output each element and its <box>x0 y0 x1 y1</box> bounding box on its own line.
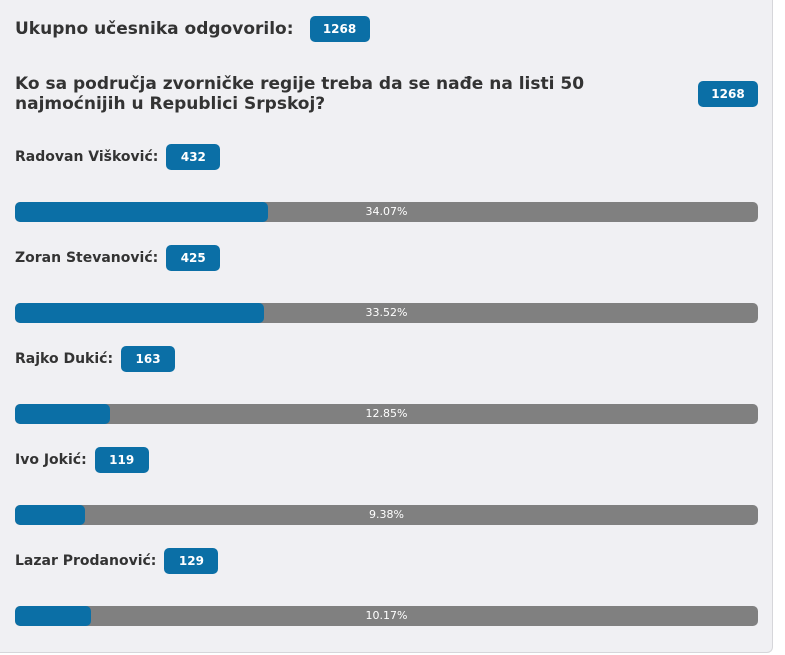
progress-track: 10.17% <box>15 606 758 626</box>
option-name: Zoran Stevanović: <box>15 250 159 266</box>
total-badge: 1268 <box>309 16 370 42</box>
progress-track: 9.38% <box>15 505 758 525</box>
question-row: Ko sa područja zvorničke regije treba da… <box>15 74 758 114</box>
progress-fill <box>15 303 265 323</box>
total-label: Ukupno učesnika odgovorilo: <box>15 19 294 39</box>
progress-track: 33.52% <box>15 303 758 323</box>
vote-badge: 163 <box>121 346 176 372</box>
total-row: Ukupno učesnika odgovorilo: 1268 <box>15 16 370 42</box>
option-name: Ivo Jokić: <box>15 452 87 468</box>
percent-label: 34.07% <box>365 205 408 218</box>
option-row: Ivo Jokić: 119 <box>15 447 149 473</box>
percent-label: 33.52% <box>365 306 408 319</box>
progress-fill <box>15 505 85 525</box>
percent-label: 12.85% <box>365 407 408 420</box>
question-badge: 1268 <box>698 81 758 107</box>
progress-track: 34.07% <box>15 202 758 222</box>
option-row: Rajko Dukić: 163 <box>15 346 176 372</box>
progress-fill <box>15 404 111 424</box>
option-row: Lazar Prodanović: 129 <box>15 548 219 574</box>
progress-fill <box>15 606 91 626</box>
progress-track: 12.85% <box>15 404 758 424</box>
option-row: Radovan Višković: 432 <box>15 144 221 170</box>
vote-badge: 425 <box>166 245 221 271</box>
option-row: Zoran Stevanović: 425 <box>15 245 221 271</box>
option-name: Rajko Dukić: <box>15 351 114 367</box>
option-name: Lazar Prodanović: <box>15 553 157 569</box>
vote-badge: 119 <box>94 447 149 473</box>
vote-badge: 432 <box>166 144 221 170</box>
vote-badge: 129 <box>164 548 219 574</box>
question-text: Ko sa područja zvorničke regije treba da… <box>15 74 585 114</box>
percent-label: 10.17% <box>365 609 408 622</box>
option-name: Radovan Višković: <box>15 149 159 165</box>
progress-fill <box>15 202 269 222</box>
percent-label: 9.38% <box>369 508 404 521</box>
